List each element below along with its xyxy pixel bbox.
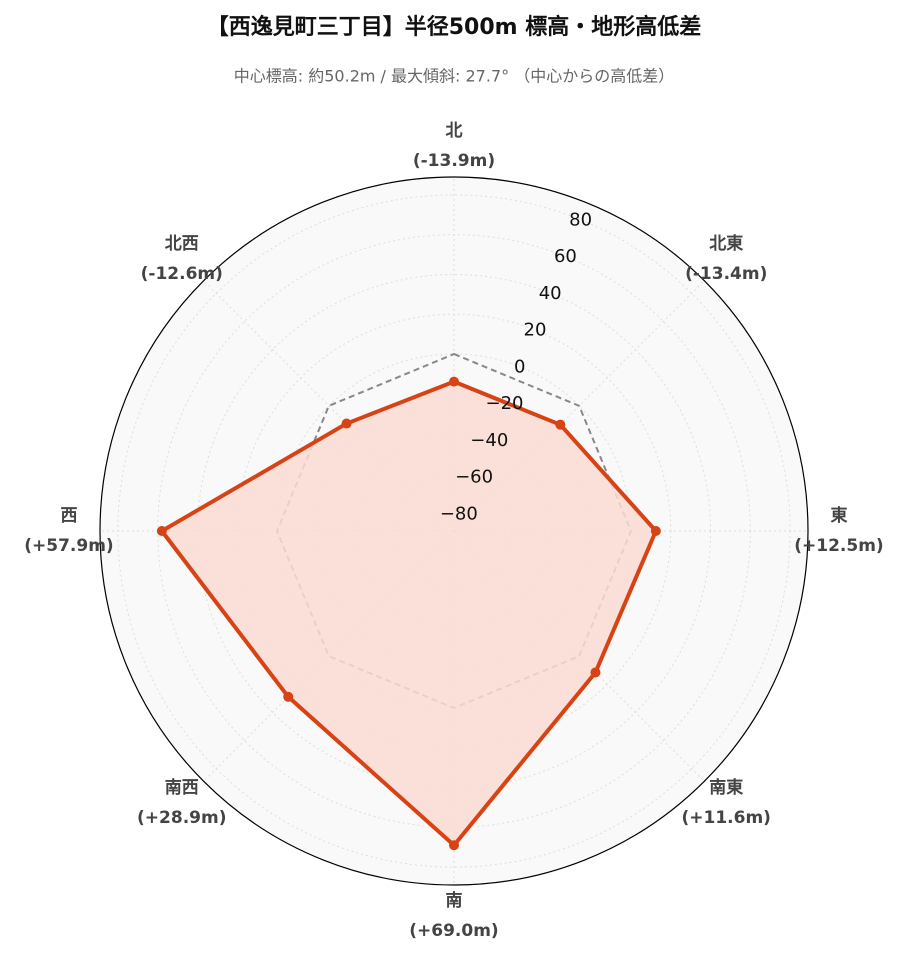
value-label: (-12.6m): [141, 264, 223, 284]
data-point: [283, 691, 294, 702]
r-tick-label: 80: [569, 209, 592, 230]
r-tick-label: −20: [486, 393, 524, 414]
value-label: (-13.4m): [685, 264, 767, 284]
value-label: (+28.9m): [137, 808, 226, 828]
category-label: 南東: [709, 777, 743, 798]
data-point: [156, 526, 167, 536]
value-label: (+12.5m): [794, 536, 883, 556]
value-label: (-13.9m): [413, 151, 495, 171]
value-label: (+69.0m): [409, 921, 498, 941]
plot-border: [99, 176, 809, 886]
category-label: 南西: [165, 777, 199, 798]
category-label: 東: [831, 505, 848, 526]
data-point: [449, 376, 459, 387]
angular-grid-line: [203, 280, 455, 532]
category-label: 北東: [709, 233, 743, 254]
r-tick-label: −60: [455, 467, 493, 488]
data-point: [555, 419, 566, 430]
category-label: 北西: [165, 234, 199, 254]
chart-subtitle: 中心標高: 約50.2m / 最大傾斜: 27.7° （中心からの高低差）: [234, 67, 674, 86]
chart-title: 【西逸見町三丁目】半径500m 標高・地形高低差: [207, 14, 702, 40]
category-label: 南: [446, 890, 463, 911]
data-point: [449, 840, 459, 851]
category-label: 北: [446, 121, 463, 141]
r-tick-label: 0: [514, 356, 525, 377]
r-tick-label: 40: [539, 283, 562, 304]
r-tick-label: −80: [440, 503, 478, 524]
value-label: (+11.6m): [682, 808, 771, 828]
value-label: (+57.9m): [24, 536, 113, 556]
r-tick-label: 20: [524, 320, 547, 341]
data-point: [341, 418, 352, 429]
data-point: [590, 667, 601, 678]
r-tick-label: 60: [554, 246, 577, 267]
r-tick-label: −40: [470, 430, 508, 451]
data-point: [650, 526, 661, 536]
category-label: 西: [61, 506, 78, 526]
